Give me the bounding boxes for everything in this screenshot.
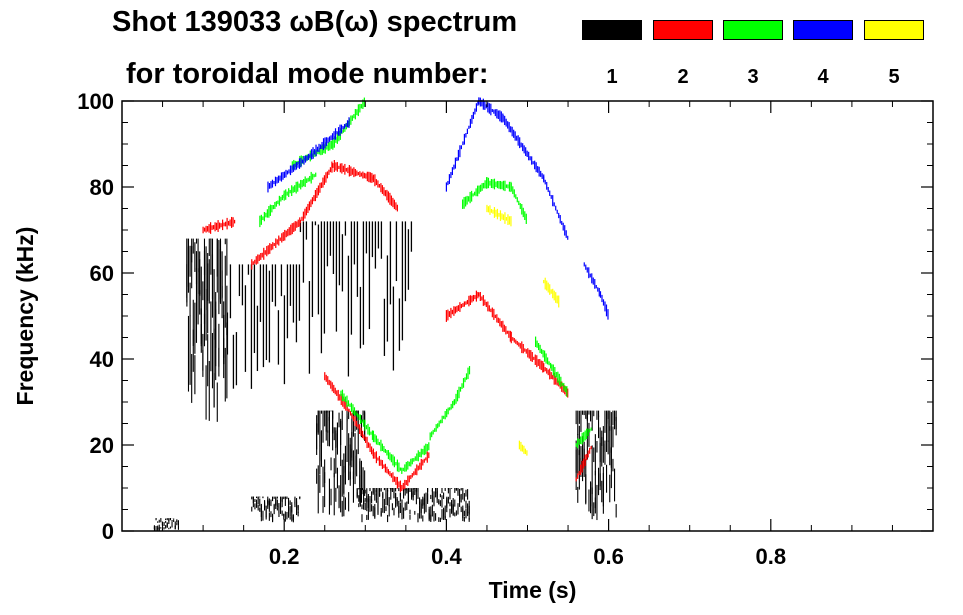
mode-track	[340, 389, 430, 474]
spectral-region	[251, 496, 301, 523]
legend-title: for toroidal mode number:	[126, 58, 489, 90]
mode-track	[462, 177, 527, 224]
series-n=3	[259, 97, 592, 474]
mode-track	[575, 445, 592, 482]
legend-label-n4: 4	[817, 66, 829, 88]
y-tick-label: 40	[90, 347, 114, 372]
mode-track	[291, 97, 365, 170]
y-tick-label: 20	[90, 433, 114, 458]
axis-ticks: 0 20 40 60 80 100 0.2 0.4 0.6 0.8	[77, 89, 933, 569]
y-axis-label: Frequency (kHz)	[12, 227, 38, 406]
series-n=5	[486, 204, 560, 456]
series-n=4	[267, 97, 609, 320]
mode-track	[445, 290, 569, 398]
y-tick-label: 60	[90, 261, 114, 286]
legend-label-n3: 3	[747, 66, 759, 88]
legend-label-n2: 2	[677, 66, 689, 88]
y-tick-label: 0	[102, 519, 114, 544]
mode-track	[535, 336, 568, 397]
series-n=1	[153, 221, 617, 531]
mode-track	[267, 117, 350, 193]
legend-swatch-n5	[864, 20, 924, 40]
spectral-region	[356, 488, 470, 523]
legend-swatch-n4	[793, 20, 853, 40]
legend-swatch-n3	[723, 20, 783, 40]
spectral-region	[153, 518, 179, 531]
legend-label-n1: 1	[606, 66, 618, 88]
series-n=2	[202, 160, 592, 493]
x-axis-label: Time (s)	[489, 577, 577, 603]
mode-track	[486, 204, 512, 227]
legend-swatch-n2	[653, 20, 713, 40]
legend-swatch-n1	[582, 20, 642, 40]
spectral-region	[226, 264, 301, 389]
mode-track	[518, 440, 528, 456]
y-tick-label: 100	[77, 89, 114, 114]
x-tick-label: 0.4	[431, 544, 462, 569]
x-tick-label: 0.6	[593, 544, 624, 569]
mode-track	[202, 216, 236, 234]
mode-track	[445, 97, 569, 240]
legend-label-n5: 5	[888, 66, 900, 88]
mode-track	[583, 262, 609, 320]
mode-track	[575, 427, 592, 449]
x-tick-label: 0.2	[269, 544, 300, 569]
chart-title: Shot 139033 ωB(ω) spectrum	[112, 6, 518, 38]
data-marks	[153, 97, 617, 531]
spectral-region	[316, 410, 366, 517]
plot-frame	[121, 100, 934, 532]
x-tick-label: 0.8	[756, 544, 787, 569]
mode-track	[259, 171, 317, 228]
spectral-region	[299, 221, 413, 377]
mode-track	[251, 160, 399, 270]
mode-track	[543, 277, 560, 308]
mode-track	[429, 366, 471, 441]
mode-track	[324, 372, 430, 493]
spectral-region	[186, 238, 228, 422]
y-tick-label: 80	[90, 175, 114, 200]
